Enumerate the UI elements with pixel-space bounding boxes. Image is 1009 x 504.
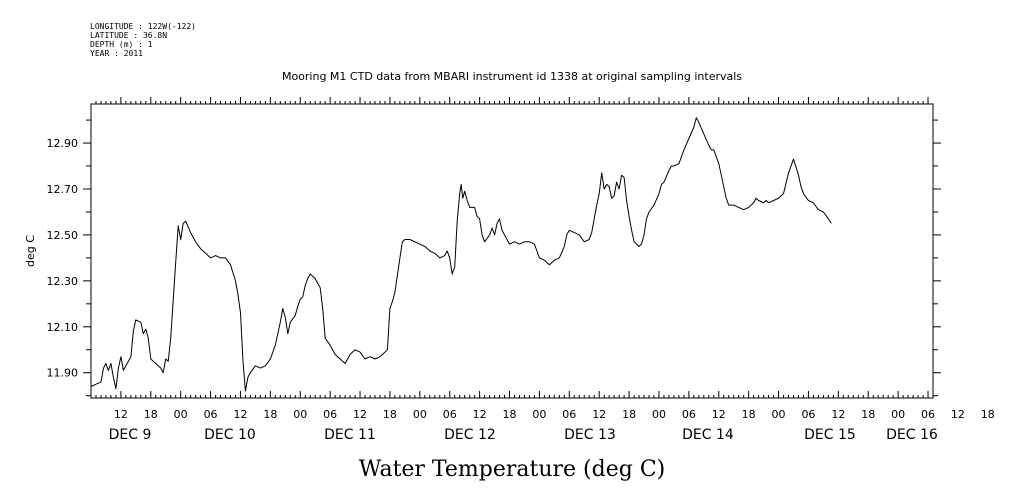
year-text: YEAR : 2011 — [90, 49, 143, 58]
x-tick-label: 18 — [503, 408, 517, 421]
longitude-text: LONGITUDE : 122W(-122) — [90, 22, 196, 31]
day-labels: DEC 9 DEC 10 DEC 11 DEC 12 DEC 13 DEC 14 DEC 1… — [109, 427, 938, 443]
y-tick-label: 12.70 — [47, 183, 79, 196]
x-tick-label: 06 — [443, 408, 457, 421]
x-tick-label: 00 — [652, 408, 666, 421]
x-tick-label: 18 — [981, 408, 995, 421]
day-label: DEC 12 — [444, 427, 496, 443]
latitude-text: LATITUDE : 36.8N — [90, 31, 167, 40]
series-line-0 — [90, 117, 832, 392]
x-tick-label: 12 — [473, 408, 487, 421]
y-tick-label: 12.10 — [47, 321, 79, 334]
x-tick-label: 18 — [263, 408, 277, 421]
x-tick-label: 18 — [861, 408, 875, 421]
y-tick-label: 12.50 — [47, 229, 79, 242]
x-tick-label: 18 — [622, 408, 636, 421]
day-label: DEC 15 — [804, 427, 856, 443]
x-tick-label: 00 — [532, 408, 546, 421]
series-group — [90, 117, 832, 392]
y-tick-label: 12.30 — [47, 275, 79, 288]
chart-title: Mooring M1 CTD data from MBARI instrumen… — [282, 70, 742, 83]
x-tick-label: 18 — [742, 408, 756, 421]
x-axis-label: Water Temperature (deg C) — [359, 457, 666, 482]
y-tick-labels: 11.90 12.10 12.30 12.50 12.70 12.90 — [47, 137, 79, 380]
x-tick-label: 12 — [233, 408, 247, 421]
plot-frame — [90, 103, 934, 399]
metadata-block: LONGITUDE : 122W(-122) LATITUDE : 36.8N … — [90, 22, 196, 58]
x-tick-label: 12 — [114, 408, 128, 421]
day-label: DEC 13 — [564, 427, 616, 443]
day-label: DEC 9 — [109, 427, 152, 443]
x-tick-label: 06 — [204, 408, 218, 421]
x-tick-label: 12 — [831, 408, 845, 421]
day-label: DEC 14 — [682, 427, 734, 443]
x-tick-label: 06 — [801, 408, 815, 421]
day-label: DEC 11 — [324, 427, 376, 443]
y-axis-label: deg C — [24, 235, 37, 267]
y-tick-label: 11.90 — [47, 367, 79, 380]
x-tick-label: 00 — [772, 408, 786, 421]
x-tick-label: 06 — [562, 408, 576, 421]
x-tick-label: 06 — [682, 408, 696, 421]
x-tick-label: 12 — [951, 408, 965, 421]
x-tick-label: 00 — [174, 408, 188, 421]
x-tick-label: 00 — [293, 408, 307, 421]
y-tick-label: 12.90 — [47, 137, 79, 150]
x-tick-labels: 12 18 00 06 12 18 00 06 12 18 00 06 12 18 00 06 12 18 00 06… — [114, 408, 995, 421]
x-tick-label: 18 — [383, 408, 397, 421]
x-tick-label: 00 — [891, 408, 905, 421]
depth-text: DEPTH (m) : 1 — [90, 40, 153, 49]
x-tick-label: 18 — [144, 408, 158, 421]
day-label: DEC 16 — [886, 427, 938, 443]
x-tick-label: 12 — [592, 408, 606, 421]
x-tick-label: 06 — [323, 408, 337, 421]
x-tick-label: 00 — [413, 408, 427, 421]
x-tick-label: 12 — [712, 408, 726, 421]
x-tick-label: 06 — [921, 408, 935, 421]
day-label: DEC 10 — [204, 427, 256, 443]
x-tick-label: 12 — [353, 408, 367, 421]
axis-ticks — [83, 97, 941, 398]
